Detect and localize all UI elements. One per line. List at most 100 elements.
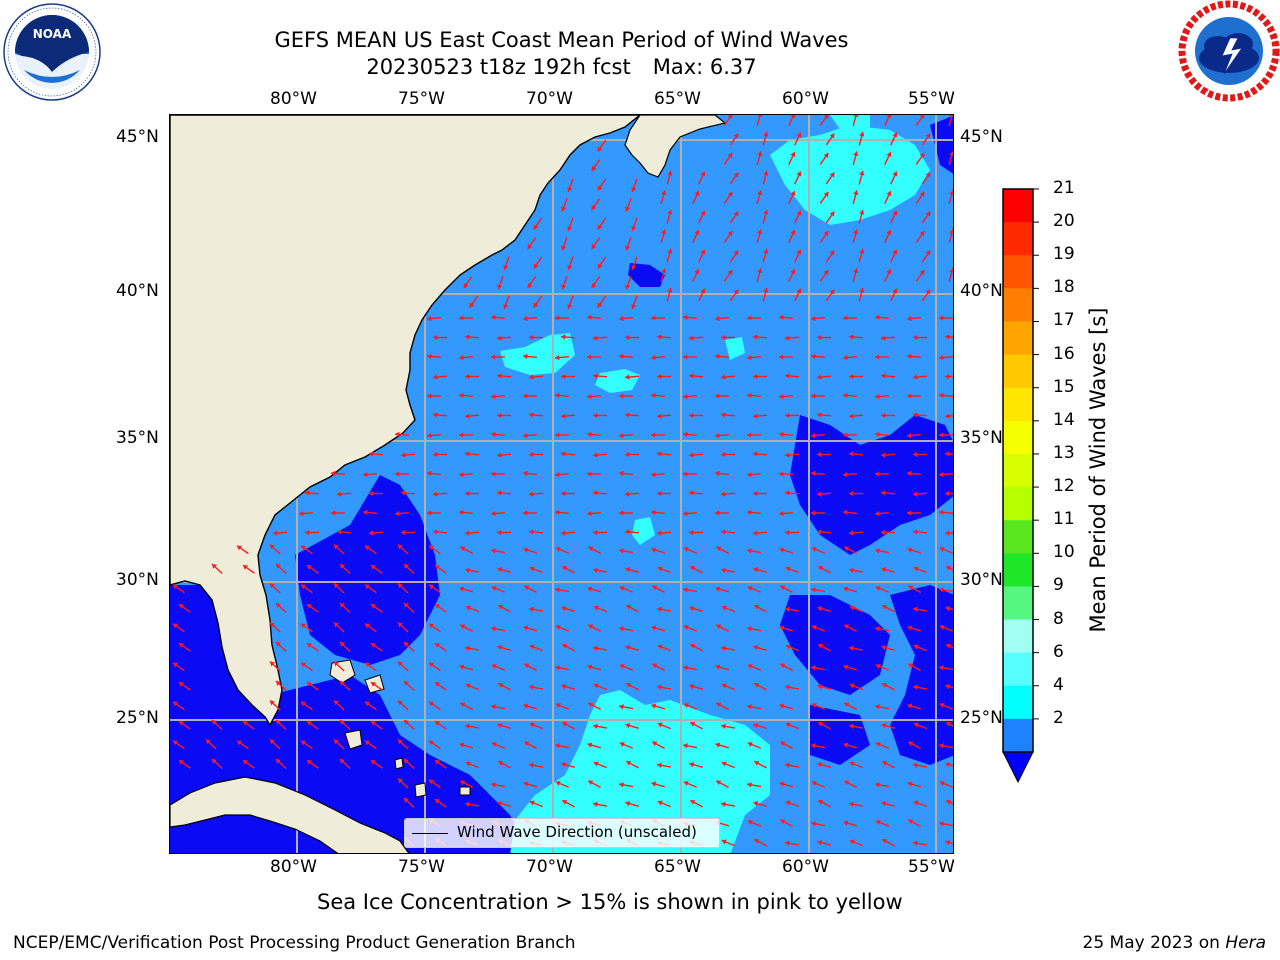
arrow-head [913,644,919,650]
arrow-head [428,545,434,551]
arrow-head [907,510,912,516]
arrow-head [694,191,700,196]
arrow-head [747,626,752,632]
land-maritimes [624,115,727,178]
colorbar-tick-label: 10 [1053,542,1075,563]
arrow-head [370,721,376,726]
arrow-head [811,432,816,439]
arrow-head [397,544,403,550]
lat-label-left: 40°N [116,281,159,301]
arrow-head [844,546,850,552]
arrow-head [763,209,769,215]
arrow-head [561,762,567,768]
arrow-head [913,606,918,612]
arrow-head [463,283,469,289]
colorbar-tick-label: 4 [1053,674,1064,695]
arrow-head [715,586,721,592]
arrow-head [754,760,760,766]
arrow-head [700,210,706,216]
arrow-head [491,741,497,747]
arrow-head [619,432,624,439]
arrow-head [211,563,217,569]
arrow-head [939,546,945,552]
arrow-head [683,624,689,630]
arrow-head [587,431,592,438]
arrow-head [465,334,470,340]
arrow-head [796,210,802,216]
arrow-head [683,431,688,438]
arrow-head [401,490,406,496]
arrow-head [587,393,592,400]
arrow-head [363,471,368,478]
arrow-head [562,721,568,727]
arrow-head [497,567,503,573]
arrow-head [823,269,829,275]
arrow-head [236,740,242,746]
arrow-head [727,230,733,236]
lat-label-left: 45°N [116,127,159,147]
arrow-head [844,624,850,630]
arrow-head [690,565,696,571]
arrow-head [886,152,892,157]
arrow-head [561,334,566,340]
arrow-head [949,268,953,273]
arrow-head [491,782,496,788]
arrow-head [397,739,403,745]
arrow-head [524,663,530,669]
arrow-head [683,702,689,708]
arrow-head [561,206,567,212]
colorbar [1002,188,1039,784]
arrow-head [779,471,784,477]
arrow-head [747,354,752,361]
arrow-head [364,545,370,551]
arrow-head [397,700,403,706]
arrow-head [178,643,184,648]
arrow-head [465,761,471,767]
arrow-head [689,490,694,496]
arrow-head [849,839,855,845]
arrow-head [459,509,464,516]
arrow-head [593,723,598,729]
arrow-head [587,742,593,748]
arrow-head [811,702,817,708]
arrow-head [881,801,887,807]
arrow-head [529,451,534,458]
arrow-head [555,665,560,671]
arrow-head [907,703,913,709]
arrow-head [497,412,502,419]
arrow-head [721,491,726,497]
arrow-head [875,626,880,632]
arrow-head [503,264,509,270]
arrow-head [652,663,658,669]
arrow-head [715,664,721,670]
arrow-head [529,529,534,535]
arrow-head [300,584,306,590]
arrow-head [843,432,848,438]
lon-label-top: 60°W [782,89,829,109]
arrow-head [843,820,849,826]
arrow-head [823,230,829,236]
arrow-head [753,451,758,457]
arrow-head [178,604,184,609]
arrow-head [939,780,945,786]
arrow-head [523,353,528,360]
arrow-head [591,205,597,211]
arrow-head [657,762,662,768]
arrow-head [715,742,721,748]
arrow-head [844,702,850,708]
arrow-head [657,606,662,612]
colorbar-cell [1003,685,1033,720]
colorbar-tick-label: 9 [1053,575,1064,596]
arrow-head [811,470,816,477]
arrow-head [779,703,785,709]
arrow-head [434,565,440,570]
arrow-head [587,510,592,517]
arrow-head [747,392,752,399]
arrow-head [853,229,859,235]
sea-ice-note: Sea Ice Concentration > 15% is shown in … [317,890,903,914]
arrow-head [757,190,763,196]
lat-label-left: 25°N [116,708,159,728]
arrow-head [593,412,598,419]
arrow-head [491,431,496,438]
arrow-head [849,801,854,807]
